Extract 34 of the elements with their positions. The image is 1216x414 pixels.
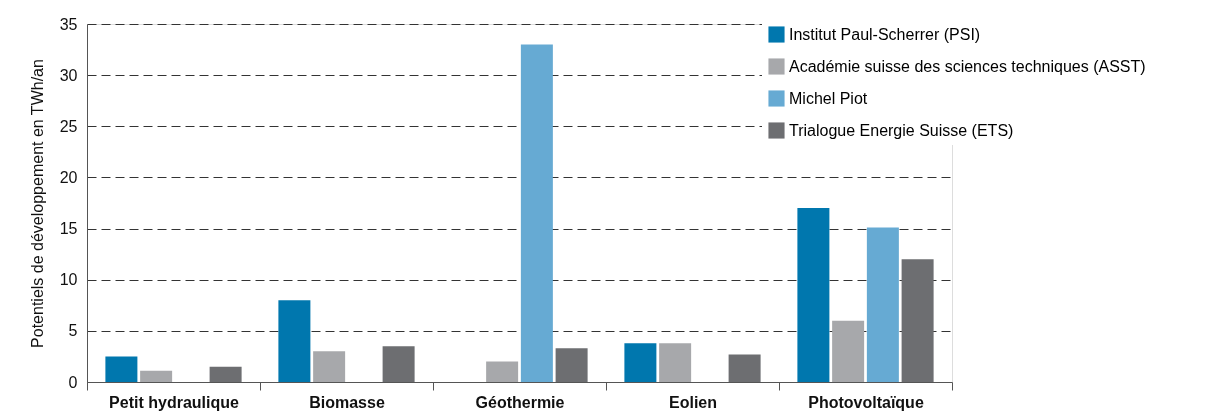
legend-label: Institut Paul-Scherrer (PSI) (789, 25, 981, 43)
y-tick-label: 0 (68, 373, 78, 391)
bar (624, 343, 657, 382)
y-tick-label: 35 (59, 15, 78, 33)
y-tick-label: 25 (59, 117, 78, 135)
bar (555, 348, 588, 382)
y-tick-label: 20 (59, 168, 78, 186)
bar (486, 361, 519, 382)
x-tick-label: Géothermie (475, 393, 565, 411)
y-axis-title: Potentiels de développement en TWh/an (28, 59, 46, 348)
bar (105, 356, 138, 382)
y-tick-label: 10 (59, 271, 78, 289)
bar (382, 346, 415, 382)
x-tick-label: Eolien (668, 393, 718, 411)
bar (209, 366, 242, 382)
bar (313, 351, 346, 382)
y-tick-label: 5 (68, 322, 78, 340)
legend-label: Trialogue Energie Suisse (ETS) (789, 121, 1014, 139)
bar (728, 354, 761, 382)
bar (797, 208, 830, 382)
bar (901, 259, 934, 382)
x-tick-label: Photovoltaïque (808, 393, 924, 411)
bar (520, 44, 553, 382)
bar (866, 227, 899, 382)
x-tick-label: Petit hydraulique (109, 393, 239, 411)
bar (832, 320, 865, 382)
x-tick-label: Biomasse (309, 393, 385, 411)
y-tick-label: 30 (59, 66, 78, 84)
legend-label: Académie suisse des sciences techniques (ASST) (789, 57, 1146, 75)
bar (659, 343, 692, 382)
bar (278, 300, 311, 382)
y-tick-label: 15 (59, 220, 78, 238)
bar (140, 370, 173, 382)
legend-label: Michel Piot (789, 89, 868, 107)
